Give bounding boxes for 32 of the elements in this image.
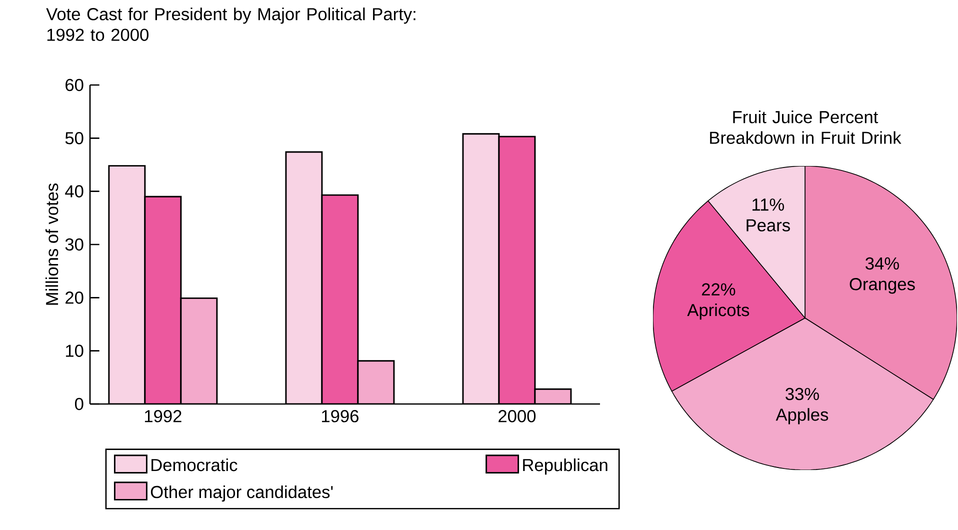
bar [357, 360, 395, 404]
data-label: 22% [702, 283, 736, 296]
data-label: 11% [752, 198, 784, 211]
x-tick-label: 2000 [498, 410, 536, 422]
bar [462, 133, 500, 404]
data-label: 33% [786, 388, 819, 400]
x-tick-label: 1992 [144, 410, 182, 422]
slice-label: Apples [776, 408, 828, 424]
y-axis-title: Millions of votes [45, 183, 58, 305]
bar [321, 194, 359, 404]
slice-label: Oranges [850, 278, 915, 294]
y-tick-label: 20 [66, 292, 84, 304]
chart-title: Fruit Juice Percent Breakdown in Fruit Drink [710, 110, 902, 144]
legend-label: Republican [523, 458, 608, 475]
y-tick-label: 60 [66, 78, 84, 92]
bar [144, 196, 182, 404]
bar [108, 165, 146, 404]
legend-label: Democratic [152, 458, 238, 472]
bar [285, 151, 323, 404]
bar [180, 297, 218, 404]
chart-title: Vote Cast for President by Major Political Party: 1992 to 2000 [46, 8, 416, 41]
y-tick-label: 10 [66, 344, 84, 357]
data-label: 34% [866, 257, 899, 270]
slice-label: Pears [746, 219, 790, 232]
y-tick-label: 40 [65, 185, 84, 198]
y-tick-label: 50 [65, 132, 84, 144]
x-tick-label: 1996 [322, 410, 358, 422]
legend-label: Other major candidates' [150, 485, 333, 502]
y-tick-label: 30 [65, 238, 84, 251]
y-tick-label: 0 [74, 398, 84, 410]
bar [498, 136, 536, 404]
slice-label: Apricots [687, 303, 750, 320]
